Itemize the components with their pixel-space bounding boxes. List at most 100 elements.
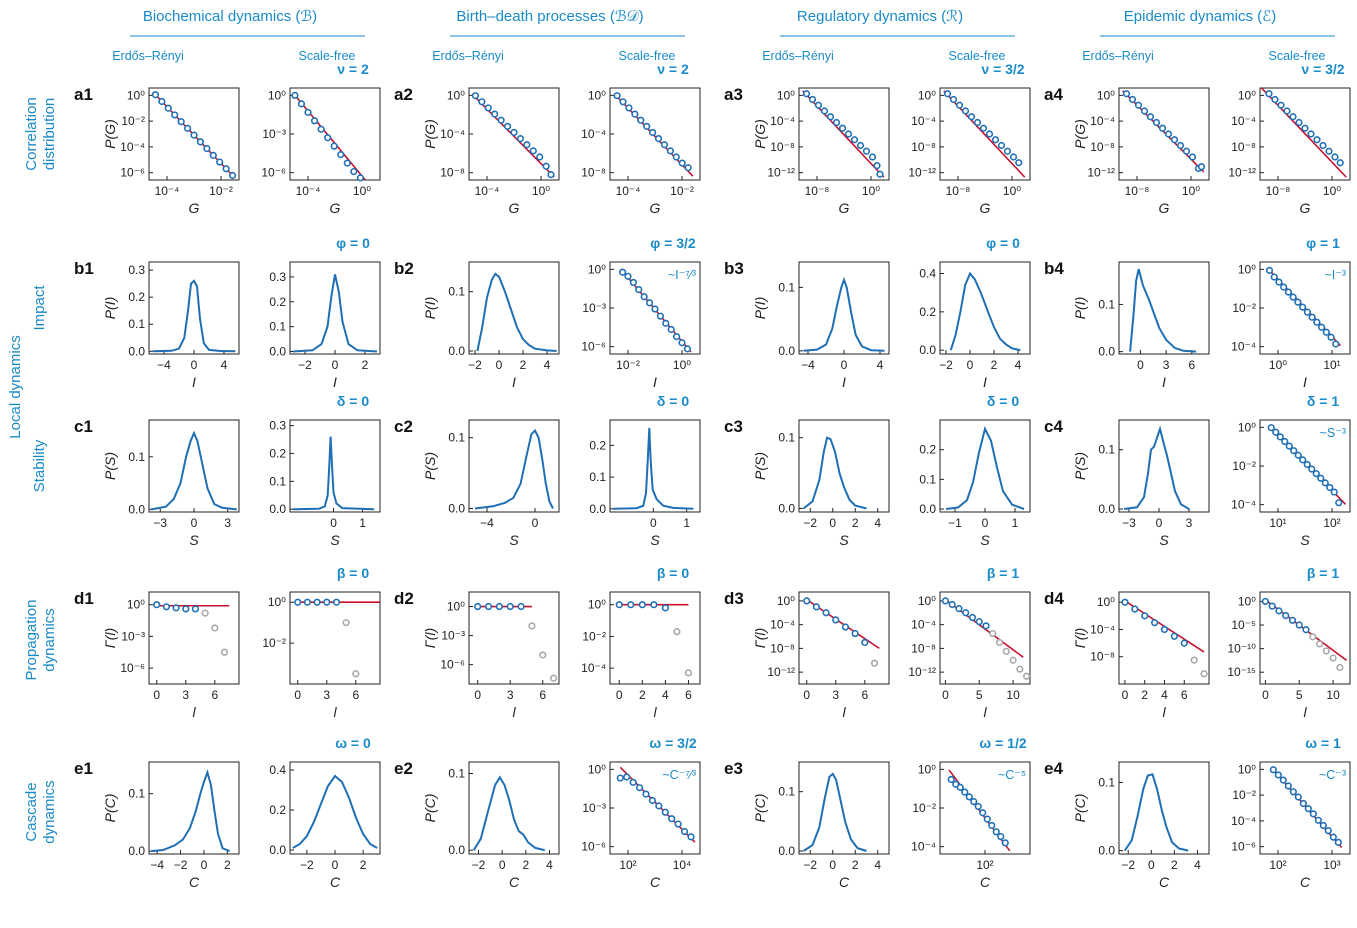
x-tick-label: 2 [520, 358, 527, 372]
data-point [1289, 113, 1297, 121]
data-point [947, 775, 955, 784]
plot-c3-SF: −1 0 1 0.0 0.1 0.2 S [919, 419, 1031, 548]
x-axis-label: G [1300, 200, 1311, 216]
x-axis-label: G [650, 200, 661, 216]
y-axis-label: P(G) [752, 119, 768, 149]
x-tick-label: 1 [1012, 516, 1019, 530]
scaling-annotation: ~I⁻³ [1324, 268, 1346, 282]
plot-e2-SF: 10² 10⁴ 10⁰ 10⁻³ 10⁻⁶ C ~C⁻⁷⁄³ [581, 761, 701, 890]
x-tick-label: 2 [362, 358, 369, 372]
row-label: Correlation [23, 97, 40, 170]
plot-d2-ER: 0 3 6 10⁰ 10⁻³ 10⁻⁶ l Γ(l) [422, 591, 560, 720]
plot-frame [1118, 419, 1210, 513]
panel-label: b1 [74, 259, 94, 278]
plot-a3-ER: 10⁻⁸ 10⁰ 10⁰ 10⁻⁴ 10⁻⁸ 10⁻¹² G P(G) [752, 87, 890, 216]
x-tick-label: 0 [841, 358, 848, 372]
data-point [495, 602, 503, 611]
x-tick-label: 0 [803, 688, 810, 702]
x-tick-label: −4 [480, 516, 494, 530]
y-tick-label: 10⁻⁶ [581, 340, 606, 354]
x-tick-label: −2 [803, 516, 817, 530]
x-tick-label: 2 [522, 858, 529, 872]
scaling-annotation: ~C⁻³ [1319, 768, 1346, 782]
data-point [661, 808, 669, 816]
column-title: Regulatory dynamics (ℛ) [797, 8, 963, 25]
y-tick-label: 0.0 [448, 843, 465, 857]
data-point [992, 828, 1000, 836]
data-point-excluded [1315, 640, 1324, 648]
x-tick-label: 0 [330, 516, 337, 530]
y-axis-label: P(G) [1072, 119, 1088, 149]
y-tick-label: 10⁻¹² [908, 166, 936, 180]
plot-frame [798, 761, 890, 855]
data-point [680, 827, 689, 836]
x-tick-label: 1 [359, 516, 366, 530]
data-point [631, 110, 639, 118]
y-tick-label: 0.0 [1098, 844, 1115, 858]
x-tick-label: 10³ [1323, 858, 1340, 872]
data-point [661, 604, 669, 612]
data-point [642, 790, 650, 798]
data-point [1170, 632, 1178, 640]
data-point [330, 142, 338, 150]
data-point [1267, 424, 1275, 432]
data-point [1146, 113, 1155, 121]
plot-b4-SF: 10⁰ 10¹ 10⁰ 10⁻² 10⁻⁴ I ~I⁻³ [1231, 261, 1351, 390]
data-curve [474, 428, 554, 510]
data-point [1332, 340, 1340, 348]
y-tick-label: 10⁻⁶ [581, 840, 606, 854]
data-point-excluded [211, 624, 219, 632]
data-point [1325, 147, 1333, 155]
x-tick-label: −2 [174, 858, 188, 872]
data-point [672, 333, 681, 341]
data-point [1299, 456, 1307, 464]
plot-c4-SF: 10¹ 10² 10⁰ 10⁻² 10⁻⁴ S ~S⁻³ [1231, 419, 1351, 548]
x-tick-label: 0 [829, 858, 836, 872]
data-point [510, 128, 518, 137]
x-axis-label: I [333, 374, 337, 390]
data-point [1317, 474, 1325, 482]
row-label: dynamics [41, 780, 58, 843]
data-point [1284, 288, 1293, 296]
y-axis-label: Γ(l) [102, 628, 118, 648]
x-axis-label: C [509, 874, 520, 890]
y-tick-label: 0.2 [269, 446, 286, 460]
y-tick-label: 10⁰ [268, 595, 286, 609]
data-point [151, 91, 160, 99]
x-tick-label: 10⁻⁴ [296, 184, 321, 198]
data-point [1261, 597, 1270, 606]
row-label: Impact [31, 285, 48, 331]
data-point [861, 638, 869, 647]
y-tick-label: 10⁻⁴ [581, 661, 606, 675]
data-point [164, 104, 172, 112]
x-axis-label: G [509, 200, 520, 216]
data-point [1319, 821, 1327, 830]
data-point [1307, 130, 1315, 138]
data-point [962, 609, 970, 617]
y-tick-label: 10⁻⁶ [1231, 840, 1256, 854]
x-axis-label: I [192, 374, 196, 390]
data-point [1176, 141, 1185, 150]
plot-e4-SF: 10² 10³ 10⁰ 10⁻² 10⁻⁴ 10⁻⁶ C ~C⁻³ [1231, 761, 1351, 890]
data-point [650, 601, 658, 609]
data-point [649, 128, 657, 137]
data-point [1270, 273, 1278, 281]
data-point [1294, 298, 1302, 306]
data-point [943, 90, 952, 98]
y-tick-label: 10⁻⁴ [770, 114, 795, 128]
x-tick-label: 0 [201, 858, 208, 872]
exponent-label: δ = 0 [657, 393, 689, 409]
data-point [1140, 107, 1149, 115]
y-tick-label: 10⁻² [1232, 459, 1256, 473]
data-curve [472, 775, 546, 852]
data-point [310, 117, 319, 125]
x-axis-label: S [839, 532, 849, 548]
data-point [803, 597, 811, 605]
data-point [491, 110, 499, 118]
data-point [1319, 141, 1327, 150]
x-tick-label: 3 [832, 688, 839, 702]
data-point [1335, 499, 1343, 507]
x-axis-label: G [189, 200, 200, 216]
data-point [1322, 328, 1330, 336]
data-point [832, 616, 840, 624]
